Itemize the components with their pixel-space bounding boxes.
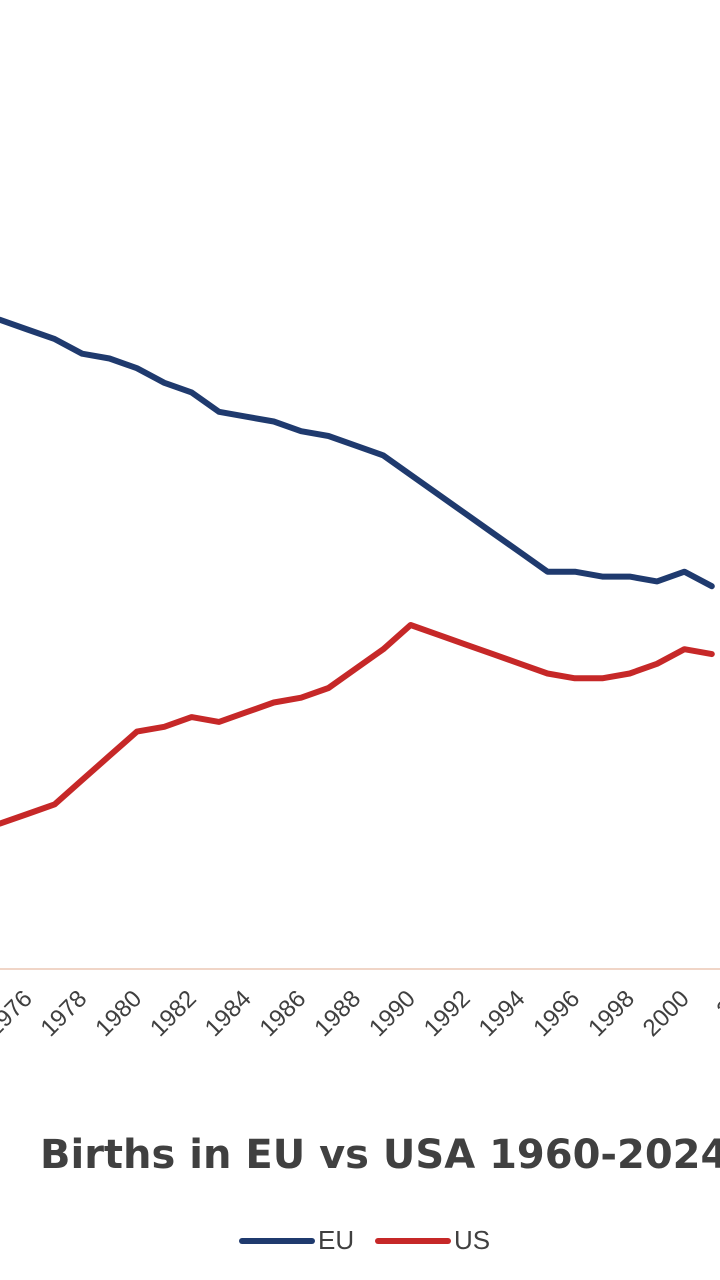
x-tick-label: 1998 (583, 985, 640, 1042)
x-tick-label: 1976 (0, 985, 38, 1042)
legend-label-us: US (454, 1225, 490, 1255)
x-tick-label: 1988 (309, 985, 366, 1042)
x-tick-label: 1986 (254, 985, 311, 1042)
legend-label-eu: EU (318, 1225, 354, 1255)
x-tick-label: 1980 (90, 985, 147, 1042)
series-line-eu (0, 316, 715, 590)
x-tick-label: 1984 (200, 985, 257, 1042)
series-line-us (0, 622, 715, 827)
series-layer (0, 316, 715, 827)
chart-title: Births in EU vs USA 1960-2024 (40, 1132, 720, 1178)
x-tick-label: 1978 (35, 985, 92, 1042)
x-tick-label: 1990 (364, 985, 421, 1042)
x-tick-labels: 1976197819801982198419861988199019921994… (0, 985, 720, 1042)
x-tick-label: 1992 (419, 985, 476, 1042)
legend: EU US (239, 1225, 490, 1255)
x-tick-label: 2000 (638, 985, 695, 1042)
x-tick-label: 20 (711, 985, 720, 1023)
x-tick-label: 1982 (145, 985, 202, 1042)
x-tick-label: 1996 (528, 985, 585, 1042)
x-tick-label: 1994 (474, 985, 531, 1042)
